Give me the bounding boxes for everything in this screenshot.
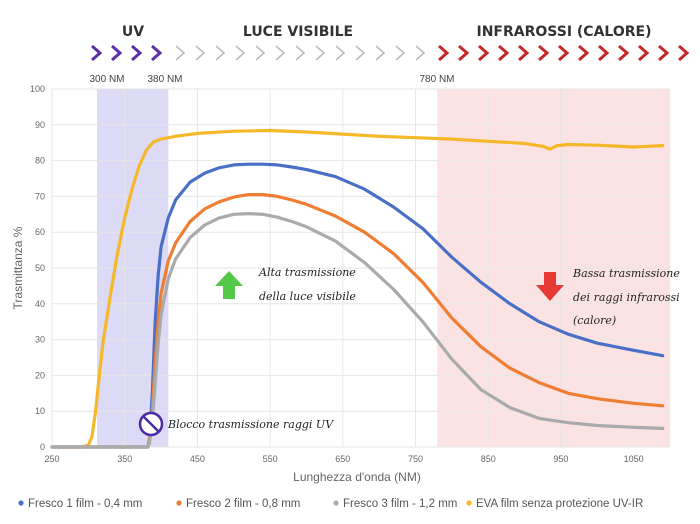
chevron-right-icon [215, 45, 226, 61]
chevron-right-icon [255, 45, 266, 61]
chevron-right-icon [375, 45, 386, 61]
chevron-right-icon [638, 44, 650, 62]
chevron-right-icon [618, 44, 630, 62]
annotation-infrared-line1: Bassa trasmissione [572, 267, 680, 280]
series-line-1 [50, 162, 665, 449]
legend-marker [333, 500, 339, 506]
chevron-right-icon [315, 45, 326, 61]
y-tick-label: 80 [35, 156, 45, 166]
chevron-right-icon [438, 44, 450, 62]
y-tick-label: 70 [35, 191, 45, 201]
x-tick-label: 950 [553, 454, 568, 464]
y-tick-label: 60 [35, 227, 45, 237]
chevron-right-icon [131, 44, 143, 62]
legend-marker [176, 500, 182, 506]
x-tick-label: 250 [44, 454, 59, 464]
y-tick-label: 40 [35, 299, 45, 309]
x-tick-label: 350 [117, 454, 132, 464]
band-title-infrared: INFRAROSSI (CALORE) [477, 24, 652, 40]
series-line-3 [50, 212, 665, 449]
x-axis-title: Lunghezza d'onda (NM) [293, 470, 421, 484]
prohibition-slash [142, 415, 160, 433]
band-header: UV LUCE VISIBILE INFRAROSSI (CALORE) 300… [89, 24, 690, 85]
legend-marker [466, 500, 472, 506]
y-tick-label: 100 [30, 84, 45, 94]
y-tick-label: 0 [40, 442, 45, 452]
x-tick-label: 850 [481, 454, 496, 464]
annotation-uv: Blocco trasmissione raggi UV [167, 418, 334, 431]
prohibition-icon [138, 411, 164, 437]
legend-marker [18, 500, 24, 506]
annotations-layer: Alta trasmissione della luce visibile Ba… [138, 266, 680, 437]
chevron-right-icon [658, 44, 670, 62]
x-tick-label: 1050 [624, 454, 644, 464]
marker-380nm: 380 NM [147, 74, 182, 85]
chevron-right-icon [295, 45, 306, 61]
chevron-right-icon [395, 45, 406, 61]
band-title-visible: LUCE VISIBILE [243, 24, 353, 40]
chevron-right-icon [195, 45, 206, 61]
chevron-right-icon [598, 44, 610, 62]
chevron-right-icon [235, 45, 246, 61]
chevron-right-icon [498, 44, 510, 62]
legend-label: Fresco 3 film - 1,2 mm [343, 498, 457, 510]
marker-300nm: 300 NM [89, 74, 124, 85]
arrow-down-shape [536, 272, 564, 301]
y-tick-label: 50 [35, 263, 45, 273]
y-tick-label: 10 [35, 406, 45, 416]
x-tick-label: 650 [335, 454, 350, 464]
chevron-right-icon [538, 44, 550, 62]
chevron-right-icon [275, 45, 286, 61]
chevron-right-icon [111, 44, 123, 62]
legend-label: EVA film senza protezione UV-IR [476, 498, 643, 510]
x-tick-label: 550 [263, 454, 278, 464]
chevron-right-icon [355, 45, 366, 61]
y-tick-label: 90 [35, 120, 45, 130]
arrow-up-shape [215, 271, 243, 299]
tick-labels: 0 10 20 30 40 50 60 70 80 90 100 250 350 450 550 650 750… [30, 84, 644, 464]
x-tick-label: 450 [190, 454, 205, 464]
chevron-right-icon [458, 44, 470, 62]
x-tick-label: 750 [408, 454, 423, 464]
legend: Fresco 1 film - 0,4 mm Fresco 2 film - 0,… [18, 498, 643, 510]
annotation-visible-line1: Alta trasmissione [258, 266, 356, 279]
band-title-uv: UV [122, 24, 144, 40]
chevron-right-icon [518, 44, 530, 62]
chevron-right-icon [415, 45, 426, 61]
series-layer [50, 128, 665, 449]
annotation-infrared-line2: dei raggi infrarossi [573, 291, 680, 304]
chevron-right-icon [558, 44, 570, 62]
chevron-right-icon [478, 44, 490, 62]
chevron-right-icon [578, 44, 590, 62]
arrow-down-icon [536, 272, 564, 301]
chevron-right-icon [335, 45, 346, 61]
chevron-right-icon [678, 44, 690, 62]
y-tick-label: 30 [35, 335, 45, 345]
chevron-right-icon [91, 44, 103, 62]
annotation-infrared-line3: (calore) [573, 314, 616, 327]
arrow-up-icon [215, 271, 243, 299]
chevron-right-icon [175, 45, 186, 61]
y-axis-title: Trasmittanza % [11, 226, 25, 309]
series-line-4 [50, 128, 665, 449]
marker-780nm: 780 NM [419, 74, 454, 85]
y-tick-label: 20 [35, 370, 45, 380]
chevron-right-icon [151, 44, 163, 62]
band-chevrons [91, 44, 690, 62]
legend-label: Fresco 2 film - 0,8 mm [186, 498, 300, 510]
annotation-visible-line2: della luce visibile [259, 290, 356, 303]
legend-label: Fresco 1 film - 0,4 mm [28, 498, 142, 510]
series-line-2 [50, 193, 665, 449]
